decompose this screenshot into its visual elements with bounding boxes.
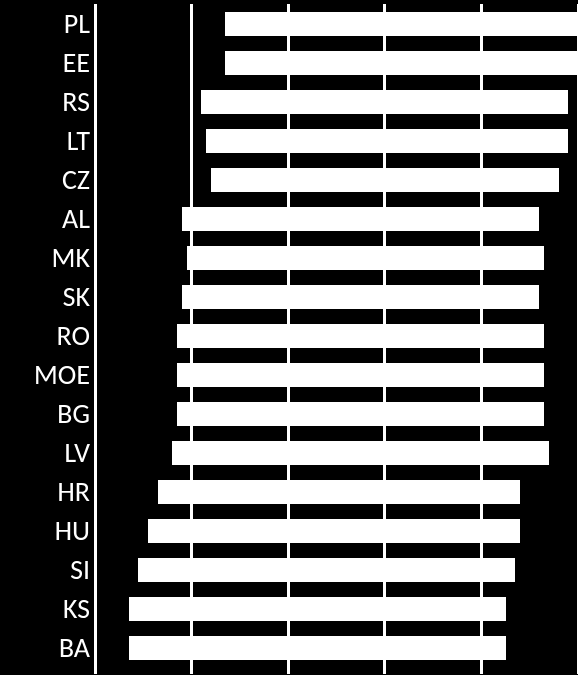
bar [177, 324, 544, 348]
category-label: LT [0, 121, 90, 160]
bar [138, 558, 515, 582]
bar [201, 90, 568, 114]
category-label: MK [0, 238, 90, 277]
category-label: HU [0, 511, 90, 550]
bar [182, 285, 539, 309]
gridline [94, 4, 97, 674]
bar [225, 12, 578, 36]
category-label: SK [0, 277, 90, 316]
category-label: RO [0, 316, 90, 355]
category-label: SI [0, 550, 90, 589]
bar [177, 402, 544, 426]
bar [206, 129, 568, 153]
category-label: RS [0, 82, 90, 121]
bar [177, 363, 544, 387]
category-label: HR [0, 472, 90, 511]
bar [129, 636, 506, 660]
category-label: MOE [0, 355, 90, 394]
bar [148, 519, 520, 543]
category-label: AL [0, 199, 90, 238]
category-label: PL [0, 4, 90, 43]
category-label: KS [0, 589, 90, 628]
bar [172, 441, 549, 465]
country-bar-chart: PLEERSLTCZALMKSKROMOEBGLVHRHUSIKSBA [0, 0, 578, 675]
category-label: BG [0, 394, 90, 433]
bar [225, 51, 578, 75]
bar [187, 246, 544, 270]
bar [182, 207, 539, 231]
bar [211, 168, 559, 192]
category-label: EE [0, 43, 90, 82]
bar [129, 597, 506, 621]
bar [158, 480, 520, 504]
category-label: LV [0, 433, 90, 472]
category-label: CZ [0, 160, 90, 199]
category-label: BA [0, 628, 90, 667]
